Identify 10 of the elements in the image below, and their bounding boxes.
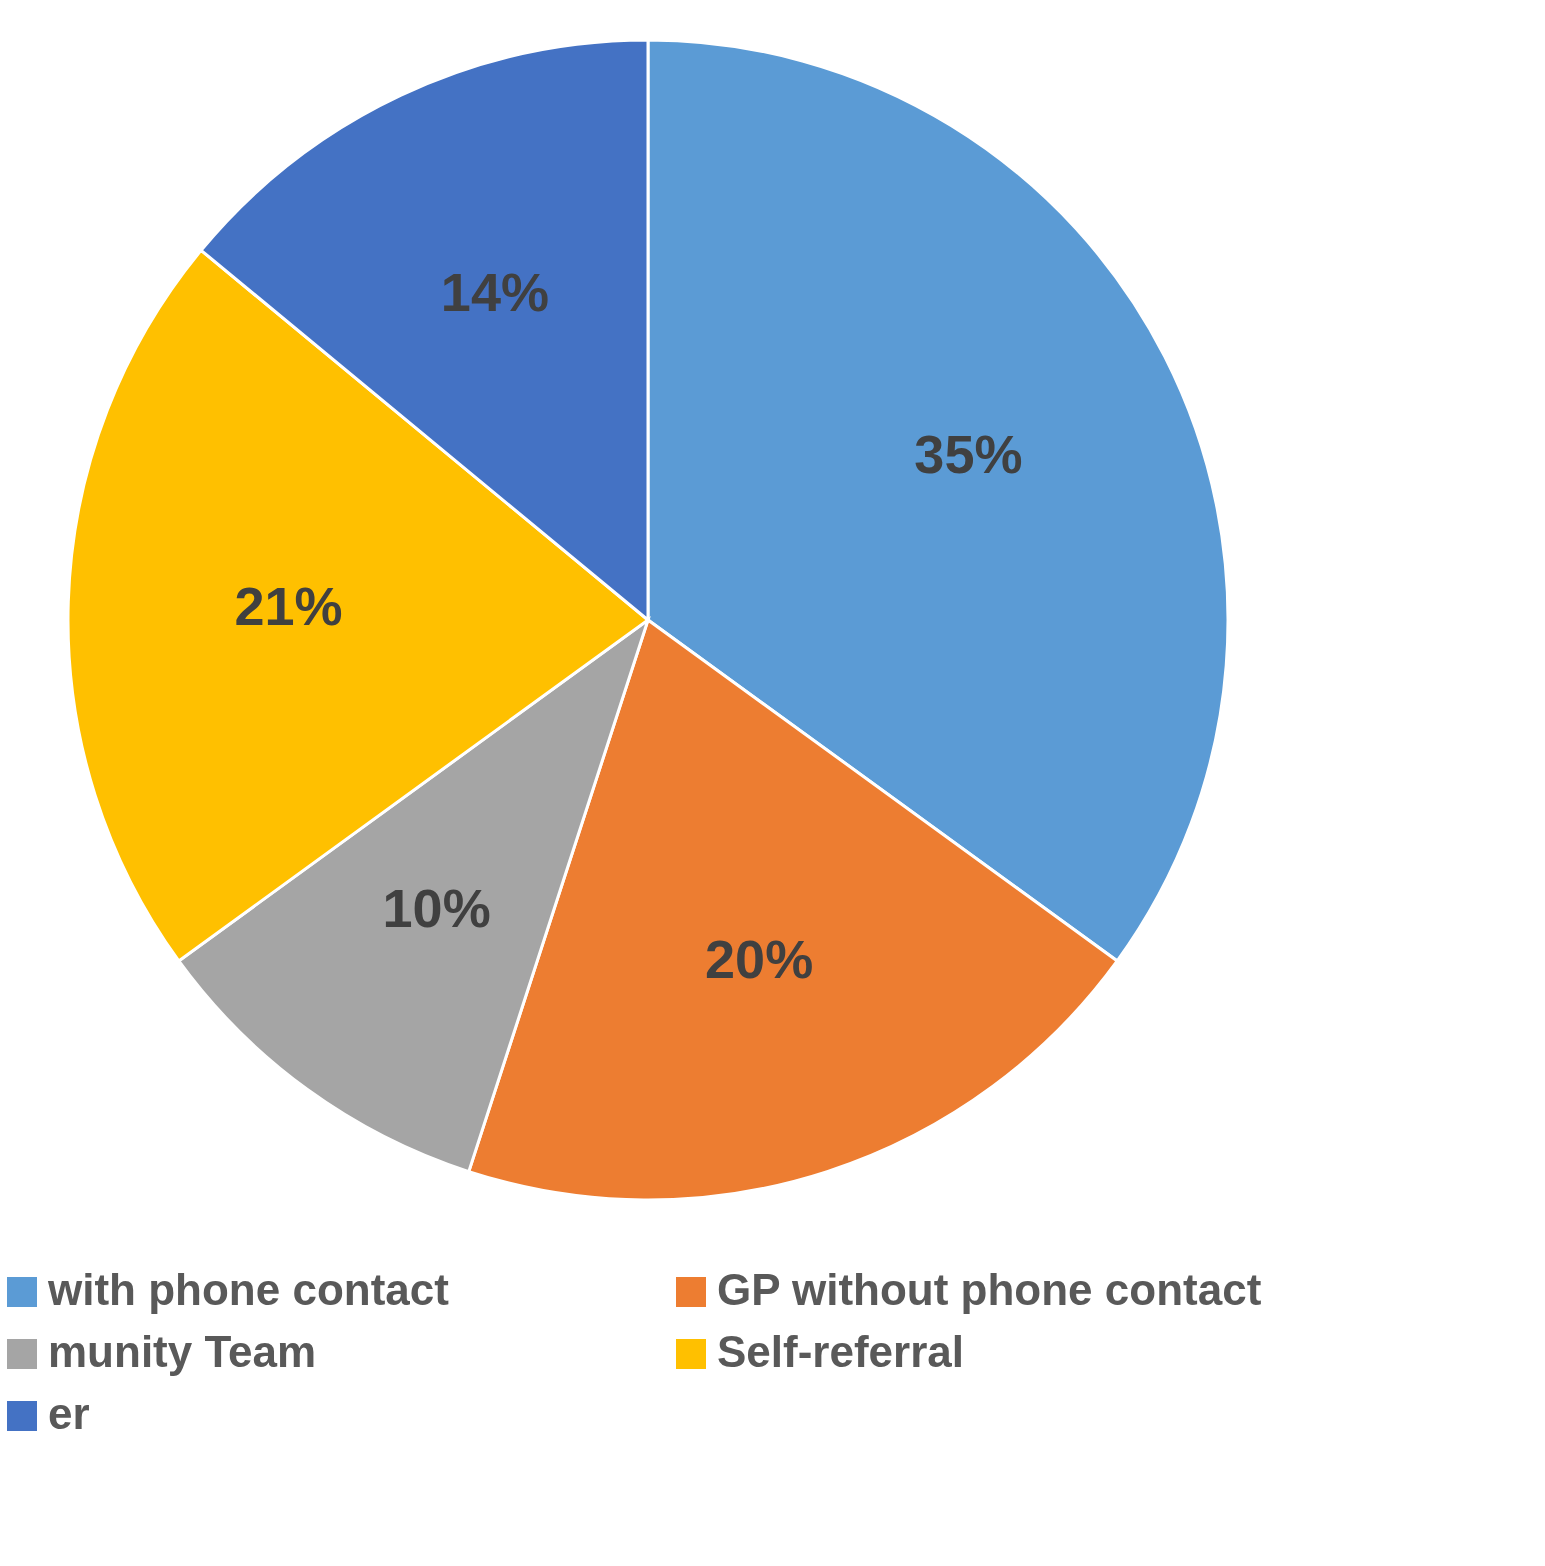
data-label: 10%: [382, 877, 491, 938]
data-label: 14%: [440, 261, 549, 322]
data-label: 21%: [234, 575, 343, 636]
data-label: 35%: [914, 423, 1023, 484]
legend-label: munity Team: [48, 1327, 317, 1376]
legend-label: er: [48, 1389, 90, 1438]
legend-label: with phone contact: [47, 1265, 450, 1314]
legend-label: GP without phone contact: [717, 1265, 1262, 1314]
legend-label: Self-referral: [717, 1327, 965, 1376]
data-label: 20%: [705, 929, 814, 989]
